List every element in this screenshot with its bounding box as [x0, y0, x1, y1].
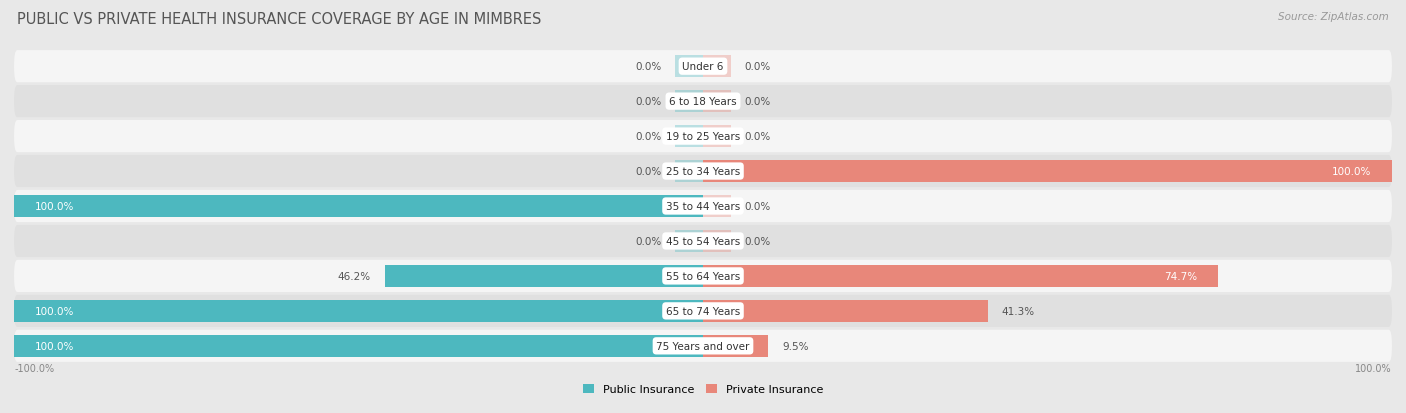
Text: 41.3%: 41.3%: [1001, 306, 1035, 316]
Text: 0.0%: 0.0%: [636, 97, 662, 107]
FancyBboxPatch shape: [14, 260, 1392, 292]
Text: 46.2%: 46.2%: [337, 271, 371, 281]
Text: PUBLIC VS PRIVATE HEALTH INSURANCE COVERAGE BY AGE IN MIMBRES: PUBLIC VS PRIVATE HEALTH INSURANCE COVER…: [17, 12, 541, 27]
Text: 0.0%: 0.0%: [744, 62, 770, 72]
Bar: [703, 91, 731, 113]
Text: 9.5%: 9.5%: [782, 341, 808, 351]
Text: 65 to 74 Years: 65 to 74 Years: [666, 306, 740, 316]
Text: 0.0%: 0.0%: [744, 132, 770, 142]
FancyBboxPatch shape: [14, 156, 1392, 188]
Text: 0.0%: 0.0%: [744, 236, 770, 247]
Legend: Public Insurance, Private Insurance: Public Insurance, Private Insurance: [579, 380, 827, 399]
Text: 45 to 54 Years: 45 to 54 Years: [666, 236, 740, 247]
Bar: [703, 230, 731, 252]
FancyBboxPatch shape: [14, 295, 1392, 327]
Text: 0.0%: 0.0%: [636, 62, 662, 72]
Text: 0.0%: 0.0%: [744, 202, 770, 211]
Text: 0.0%: 0.0%: [744, 97, 770, 107]
FancyBboxPatch shape: [14, 225, 1392, 257]
Bar: [675, 230, 703, 252]
Text: 75 Years and over: 75 Years and over: [657, 341, 749, 351]
FancyBboxPatch shape: [14, 121, 1392, 153]
Bar: [703, 161, 1392, 183]
Text: 0.0%: 0.0%: [636, 166, 662, 177]
Bar: [703, 196, 731, 217]
Bar: [703, 56, 731, 78]
Bar: [703, 266, 1218, 287]
Text: 35 to 44 Years: 35 to 44 Years: [666, 202, 740, 211]
Text: Under 6: Under 6: [682, 62, 724, 72]
Text: 55 to 64 Years: 55 to 64 Years: [666, 271, 740, 281]
Bar: [385, 266, 703, 287]
Text: 25 to 34 Years: 25 to 34 Years: [666, 166, 740, 177]
FancyBboxPatch shape: [14, 51, 1392, 83]
Bar: [675, 91, 703, 113]
Text: 100.0%: 100.0%: [35, 202, 75, 211]
Bar: [14, 335, 703, 357]
Text: 0.0%: 0.0%: [636, 236, 662, 247]
Bar: [675, 161, 703, 183]
Bar: [703, 335, 769, 357]
Bar: [675, 56, 703, 78]
Text: -100.0%: -100.0%: [14, 363, 55, 373]
Text: 100.0%: 100.0%: [35, 341, 75, 351]
Text: Source: ZipAtlas.com: Source: ZipAtlas.com: [1278, 12, 1389, 22]
Text: 100.0%: 100.0%: [35, 306, 75, 316]
Text: 74.7%: 74.7%: [1164, 271, 1197, 281]
Text: 100.0%: 100.0%: [1331, 166, 1371, 177]
Text: 100.0%: 100.0%: [1355, 363, 1392, 373]
Bar: [14, 300, 703, 322]
Bar: [703, 300, 987, 322]
FancyBboxPatch shape: [14, 330, 1392, 362]
FancyBboxPatch shape: [14, 86, 1392, 118]
FancyBboxPatch shape: [14, 190, 1392, 223]
Bar: [675, 126, 703, 147]
Bar: [703, 126, 731, 147]
Text: 0.0%: 0.0%: [636, 132, 662, 142]
Bar: [14, 196, 703, 217]
Text: 6 to 18 Years: 6 to 18 Years: [669, 97, 737, 107]
Text: 19 to 25 Years: 19 to 25 Years: [666, 132, 740, 142]
